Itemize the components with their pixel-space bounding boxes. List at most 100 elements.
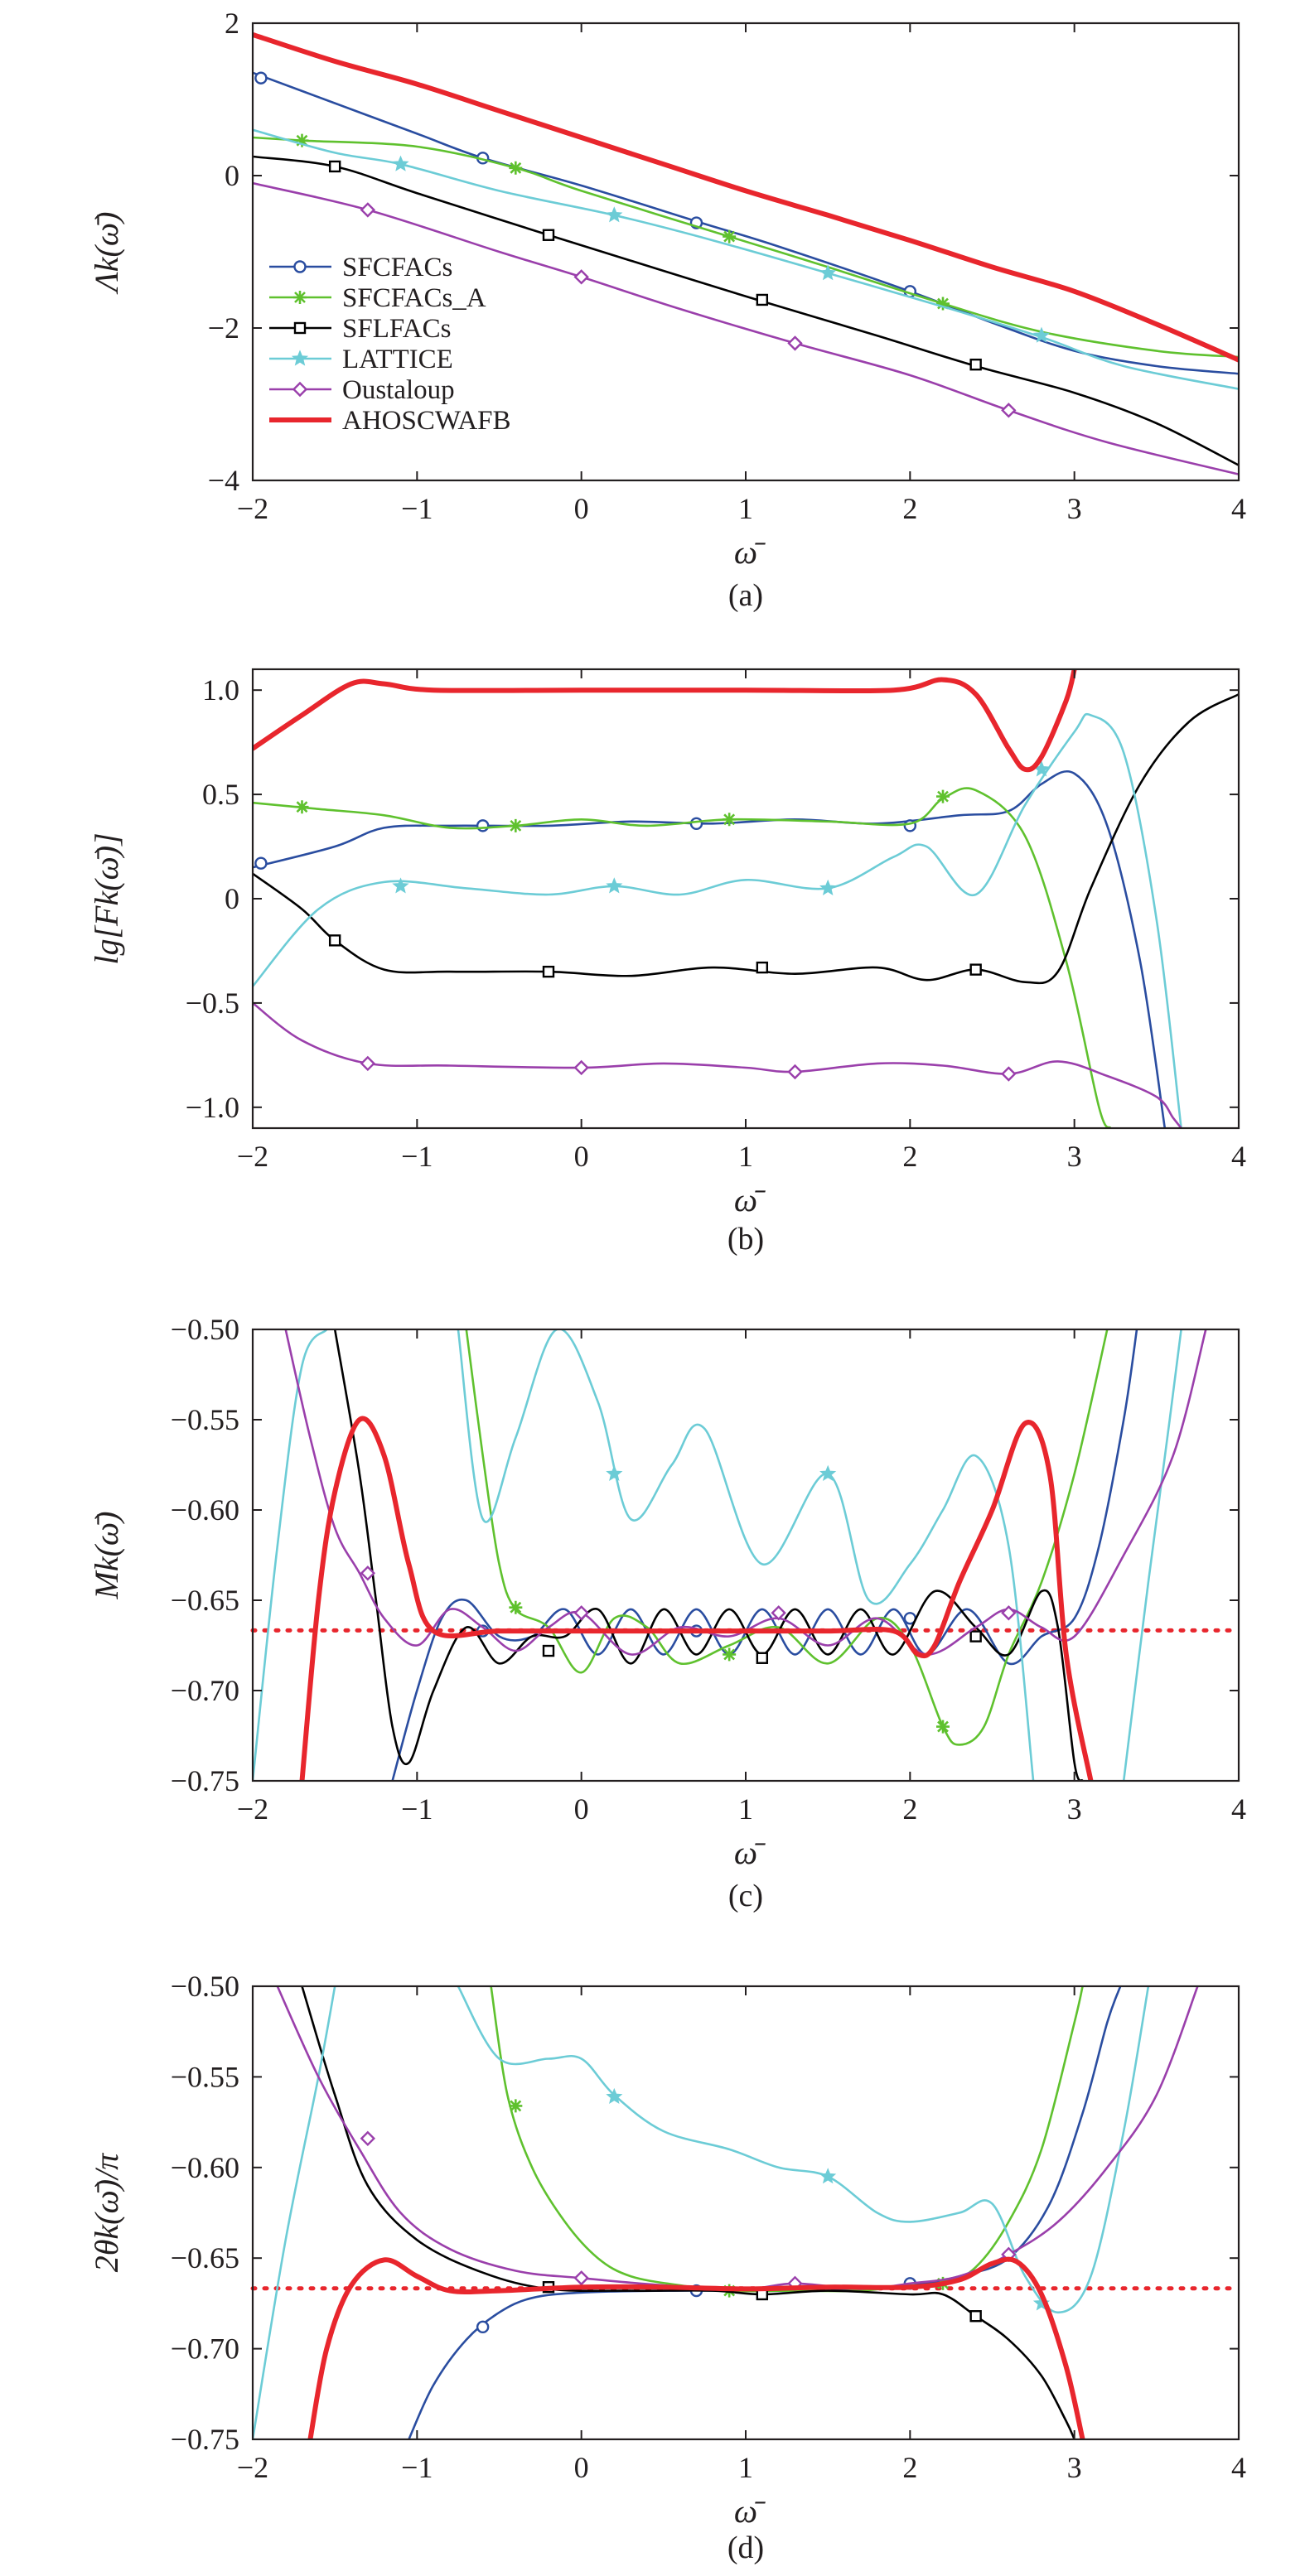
legend-sfcfacs-marker: [293, 260, 307, 273]
y-tick-label: −1.0: [186, 1091, 239, 1124]
series-line-ahoscwafb: [253, 31, 1239, 363]
series-sfcfacs-marker: [476, 819, 490, 832]
series-lattice-marker: [819, 879, 837, 895]
series-sfcfacs-a-marker: [723, 813, 737, 827]
series-sflfacs-marker: [969, 1630, 982, 1643]
legend-oustaloup-marker: [292, 381, 308, 398]
series-lattice-marker: [392, 877, 409, 894]
y-tick-label: −0.50: [171, 1970, 239, 2003]
x-tick-label: 0: [574, 2451, 589, 2484]
series-sfcfacs-a-marker: [723, 229, 737, 244]
series-oustaloup-marker: [360, 1055, 376, 1072]
y-tick-label: 0.5: [202, 778, 239, 811]
legend-item-sflfacs: SFLFACs: [269, 314, 451, 344]
series-oustaloup-marker: [360, 1565, 376, 1581]
series-line-sflfacs: [301, 1986, 1075, 2439]
series-line-oustaloup: [284, 1329, 1207, 1656]
series-sfcfacs-marker: [254, 856, 268, 870]
series-lattice-marker: [606, 2087, 623, 2104]
series-sfcfacs-marker: [254, 71, 268, 84]
series-sflfacs-marker: [756, 293, 769, 306]
x-tick-label: 4: [1231, 492, 1246, 525]
series-oustaloup-marker: [787, 1064, 803, 1080]
series-sfcfacs-marker: [476, 2320, 490, 2334]
y-axis-label: Mk(ω̄): [88, 1512, 125, 1600]
legend-sflfacs-marker: [293, 321, 307, 335]
x-tick-label: −1: [401, 2451, 433, 2484]
panel-label: (a): [728, 578, 763, 613]
series-lattice-marker: [606, 877, 623, 894]
y-tick-label: −0.75: [171, 2423, 239, 2456]
x-tick-label: −2: [237, 1792, 268, 1826]
y-tick-label: −4: [208, 464, 239, 497]
series-sflfacs-marker: [328, 934, 341, 947]
series-sfcfacs-a-marker: [509, 1600, 523, 1614]
panel-label: (d): [727, 2530, 764, 2565]
x-tick-label: 1: [738, 1792, 753, 1826]
legend-label: SFLFACs: [342, 314, 451, 344]
series-sflfacs-marker: [969, 963, 982, 976]
series-line-lattice: [253, 1329, 328, 1781]
series-line-sfcfacs-a: [490, 1986, 1084, 2293]
series-line-lattice: [457, 1986, 1150, 2314]
series-oustaloup-marker: [360, 202, 376, 218]
x-tick-label: −2: [237, 492, 268, 525]
panel-a: −2 −1 0 1 2 3 4−4−202ω̄Λk(ω̄)(a)SFCFACsSFCFACs…: [88, 7, 1246, 613]
y-tick-label: 2: [225, 7, 239, 40]
x-tick-label: 1: [738, 492, 753, 525]
series-lattice-marker: [1032, 326, 1051, 343]
series-sfcfacs-a-marker: [295, 133, 309, 147]
series-line-sfcfacs: [391, 1329, 1138, 1781]
series-sflfacs-marker: [756, 1652, 769, 1664]
y-tick-label: −0.75: [171, 1764, 239, 1797]
series-line-lattice: [457, 1329, 1035, 1781]
y-tick-label: −0.65: [171, 1584, 239, 1617]
x-tick-label: 2: [902, 1140, 917, 1173]
series-sflfacs-marker: [542, 229, 555, 241]
x-tick-label: 2: [902, 1792, 917, 1826]
series-line-lattice: [253, 712, 1182, 1128]
series-line-ahoscwafb: [253, 669, 1077, 773]
series-line-oustaloup: [253, 1001, 1182, 1128]
series-sflfacs-marker: [756, 961, 769, 974]
series-line-sfcfacs-a: [253, 136, 1239, 359]
legend-label: SFCFACs: [342, 253, 452, 282]
x-tick-label: −1: [401, 492, 433, 525]
plot-area: [253, 1986, 1199, 2439]
axes-box: [251, 1328, 1240, 1782]
series-line-oustaloup: [276, 1986, 1199, 2290]
legend-lattice-marker: [291, 350, 309, 366]
x-tick-label: −1: [401, 1792, 433, 1826]
axes-box: [251, 668, 1240, 1130]
series-sflfacs-marker: [969, 2310, 982, 2323]
legend-item-sfcfacs: SFCFACs: [269, 253, 452, 282]
x-tick-label: −1: [401, 1140, 433, 1173]
series-lattice-marker: [819, 2168, 837, 2184]
series-sfcfacs-a-marker: [936, 789, 950, 803]
series-lattice-marker: [819, 264, 837, 281]
series-oustaloup-marker: [360, 2130, 376, 2146]
plot-area: [253, 31, 1239, 475]
series-lattice-marker: [392, 155, 409, 171]
x-tick-label: 4: [1231, 1792, 1246, 1826]
x-axis-label: ω̄: [734, 533, 766, 571]
panel-label: (c): [728, 1879, 763, 1913]
y-tick-label: −0.5: [186, 987, 239, 1020]
y-tick-label: −0.50: [171, 1313, 239, 1346]
x-tick-label: 2: [902, 2451, 917, 2484]
series-oustaloup-marker: [771, 1605, 786, 1621]
series-sfcfacs-a-marker: [936, 297, 950, 311]
series-sflfacs-marker: [969, 358, 982, 371]
x-tick-label: 0: [574, 1140, 589, 1173]
series-sfcfacs-marker: [689, 817, 703, 831]
y-axis-label: Λk(ω̄): [88, 212, 125, 296]
series-sfcfacs-a-marker: [723, 1647, 737, 1662]
x-tick-label: 1: [738, 1140, 753, 1173]
series-line-ahoscwafb: [307, 2256, 1085, 2439]
series-line-sfcfacs-a: [253, 787, 1112, 1128]
series-oustaloup-marker: [573, 269, 589, 285]
series-oustaloup-marker: [1001, 403, 1017, 418]
y-tick-label: 1.0: [202, 673, 239, 707]
series-line-lattice: [253, 1986, 336, 2439]
